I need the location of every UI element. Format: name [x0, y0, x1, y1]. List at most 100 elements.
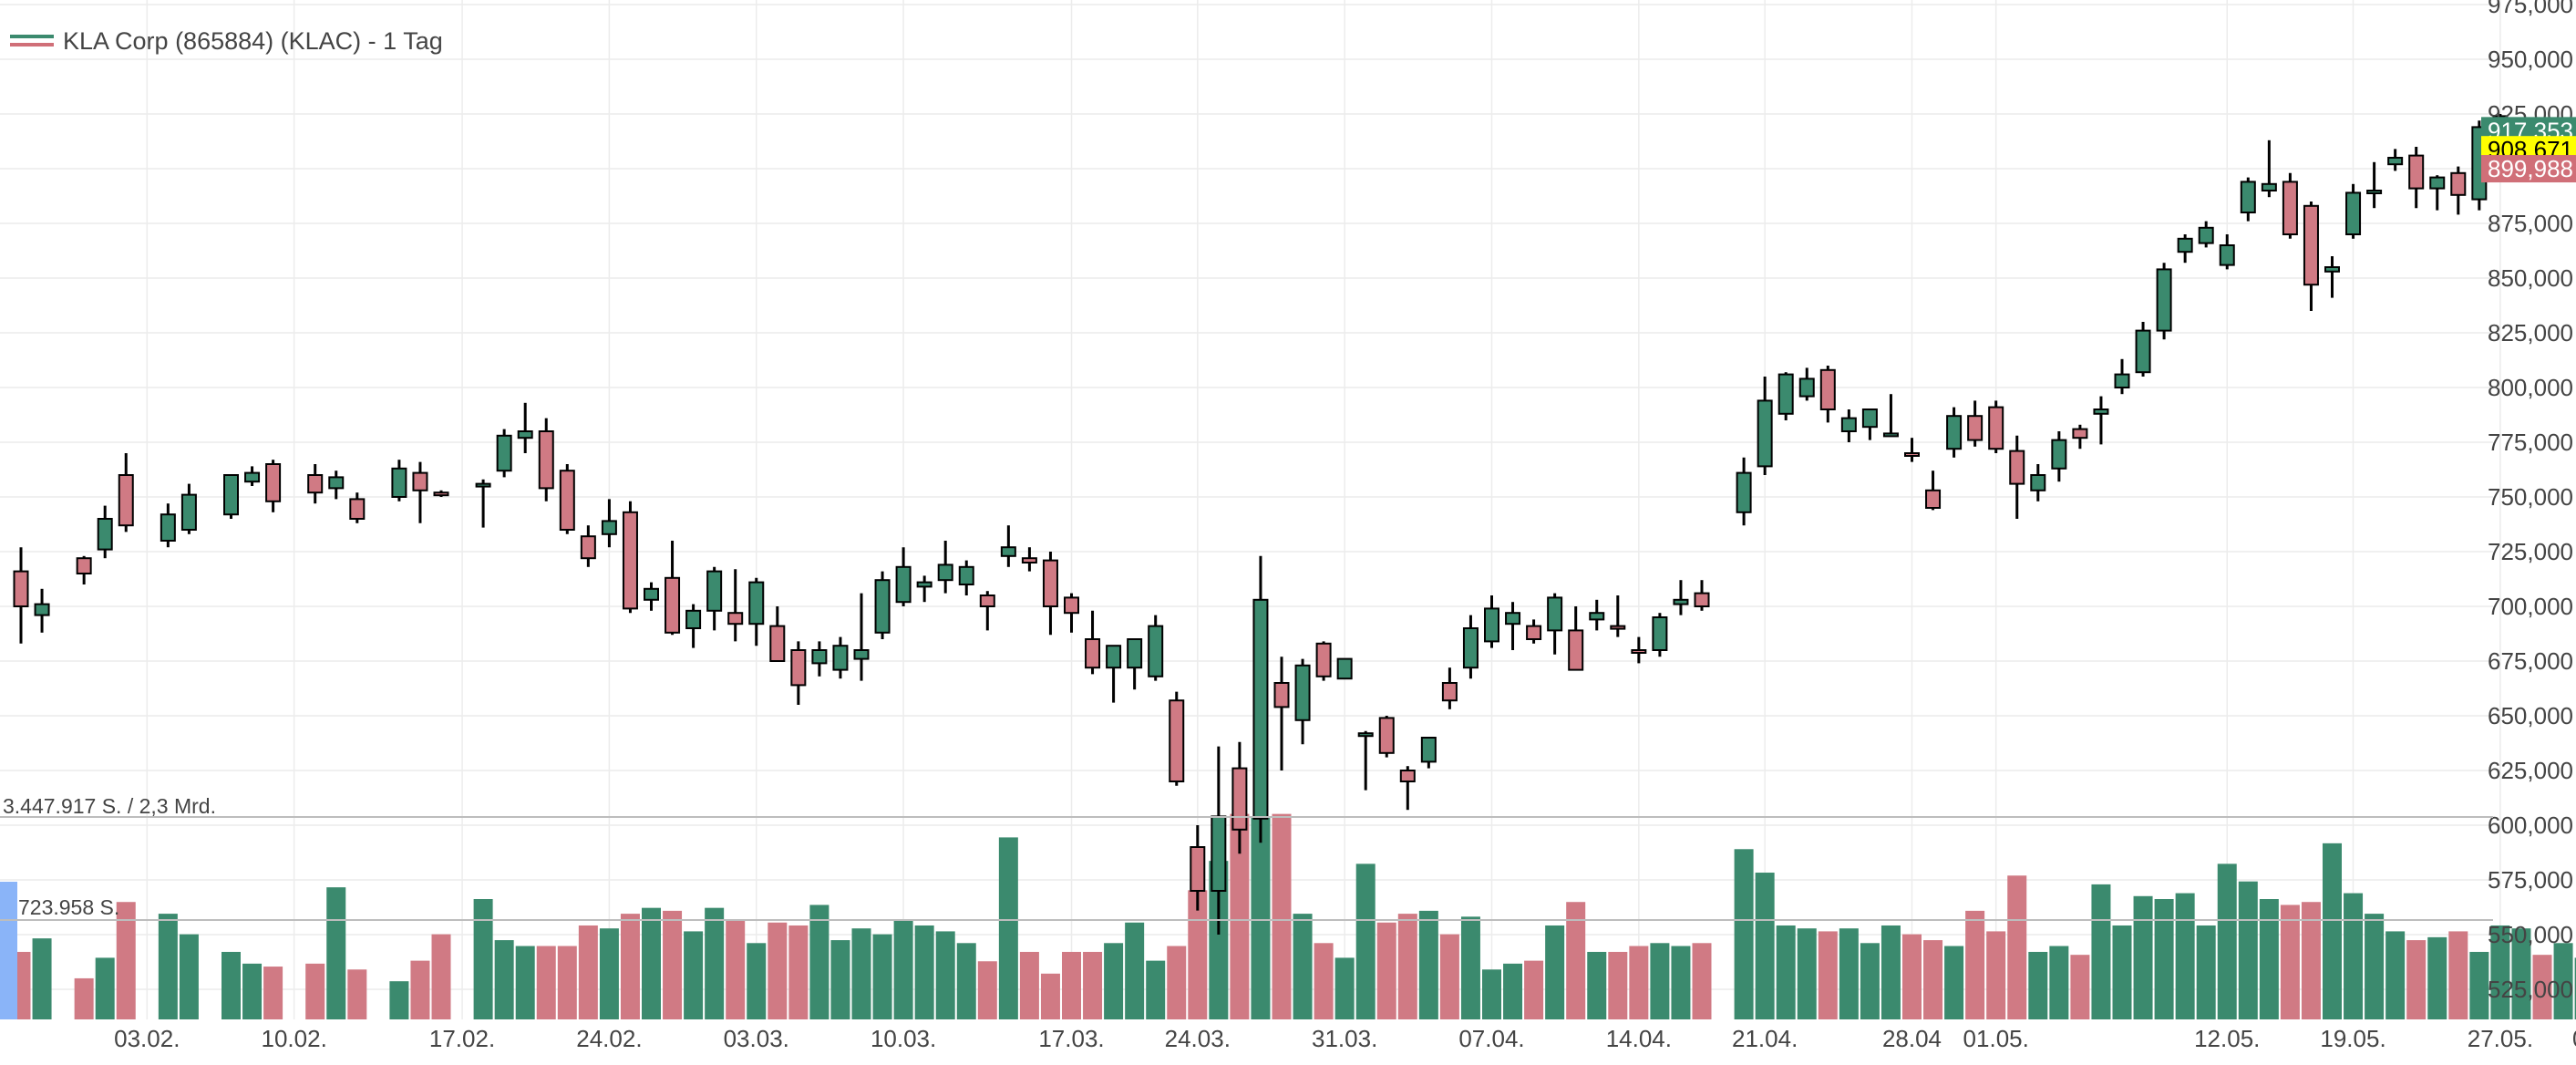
y-tick-label: 950,000	[2488, 46, 2573, 73]
candle-body	[1315, 642, 1332, 677]
candle-body	[644, 587, 659, 601]
candle-body	[727, 612, 744, 626]
candle-body	[748, 581, 765, 626]
x-tick-label: 03.03.	[724, 1025, 789, 1052]
candle-body	[97, 518, 113, 551]
candle-body	[391, 467, 407, 498]
volume-bar	[1272, 813, 1292, 1019]
volume-bar	[1482, 969, 1501, 1019]
candle-body	[1357, 732, 1374, 738]
volume-bar	[2091, 884, 2111, 1019]
volume-bar	[1062, 951, 1081, 1019]
x-axis: 03.02. 10.02. 17.02. 24.02. 03.03. 10.03. 17.0…	[114, 1025, 2576, 1052]
candle-body	[2450, 171, 2467, 196]
volume-bar	[2448, 931, 2468, 1019]
candle-body	[2051, 439, 2067, 470]
volume-bar	[2133, 895, 2153, 1019]
candle-body	[1757, 399, 1773, 468]
x-tick-label: 01.05.	[1963, 1025, 2029, 1052]
candle-body	[1294, 664, 1311, 721]
volume-bar	[2553, 943, 2573, 1019]
candle-body	[517, 430, 533, 439]
candle-body	[665, 576, 681, 634]
y-tick-label: 600,000	[2488, 812, 2573, 839]
y-tick-label: 800,000	[2488, 374, 2573, 401]
candle-body	[706, 570, 723, 612]
volume-bar	[2028, 951, 2048, 1019]
candle-body	[2261, 182, 2277, 192]
price-tag-label: 899,988	[2488, 155, 2573, 182]
candle-body	[1777, 373, 1794, 415]
candle-body	[937, 564, 953, 582]
y-tick-label: 700,000	[2488, 593, 2573, 620]
volume-bar	[663, 910, 683, 1019]
candle-body	[2240, 181, 2256, 213]
candle-body	[559, 470, 575, 532]
x-tick-label: 10.03.	[871, 1025, 936, 1052]
volume-bar	[515, 946, 535, 1019]
candle-body	[223, 474, 239, 516]
candle-body	[265, 463, 282, 502]
candle-body	[1925, 489, 1942, 509]
volume-bar	[1251, 817, 1271, 1019]
candle-body	[601, 520, 617, 535]
volume-bar	[1902, 934, 1922, 1019]
y-tick-label: 650,000	[2488, 702, 2573, 729]
candle-body	[1462, 627, 1479, 669]
candle-body	[1021, 557, 1037, 564]
volume-bar	[1083, 951, 1103, 1019]
volume-bar	[809, 905, 829, 1019]
volume-bar	[1439, 934, 1459, 1019]
candle-body	[496, 434, 512, 472]
candle-body	[180, 493, 197, 531]
volume-bar	[1776, 925, 1796, 1019]
volume-bar	[1692, 943, 1712, 1019]
candle-body	[328, 476, 345, 490]
candle-body	[2198, 226, 2214, 244]
candle-body	[1547, 596, 1563, 632]
candle-body	[1673, 598, 1689, 605]
volume-bar	[2385, 931, 2406, 1019]
candle-body	[2072, 428, 2088, 439]
volume-bar	[2217, 863, 2237, 1019]
volume-bar	[1146, 960, 1166, 1019]
volume-bar	[95, 957, 115, 1019]
volume-bar-current	[0, 882, 17, 1019]
candle-body	[1252, 598, 1269, 820]
candle-body	[1946, 415, 1963, 450]
candle-body	[853, 649, 870, 660]
candle-body	[1378, 717, 1395, 754]
x-tick-label: 10.02.	[262, 1025, 327, 1052]
volume-bar	[410, 960, 430, 1019]
volume-bar	[32, 938, 52, 1019]
volume-bar	[914, 925, 934, 1019]
candle-body	[790, 649, 807, 687]
volume-bar	[74, 977, 94, 1019]
candle-body	[1190, 846, 1206, 892]
volume-bar	[684, 931, 704, 1019]
candle-body	[916, 581, 933, 588]
candle-body	[1336, 657, 1353, 680]
volume-bar	[1040, 973, 1060, 1019]
volume-bar	[2574, 957, 2576, 1019]
volume-bar	[2049, 946, 2069, 1019]
candle-body	[2030, 474, 2046, 491]
legend[interactable]: KLA Corp (865884) (KLAC) - 1 Tag	[10, 27, 443, 55]
candle-body	[769, 625, 786, 662]
volume-bar	[1566, 902, 1586, 1019]
volume-avg-label: 723.958 S.	[18, 895, 119, 919]
candle-body	[1169, 699, 1185, 783]
volume-bar	[1797, 928, 1817, 1019]
volume-bar	[1839, 928, 1859, 1019]
volume-bar	[473, 899, 493, 1019]
candle-body	[538, 430, 554, 490]
volume-bar	[1209, 861, 1229, 1019]
candle-body	[1967, 415, 1984, 441]
x-tick-label: 21.04.	[1732, 1025, 1798, 1052]
candle-body	[1840, 417, 1857, 433]
candle-body	[13, 570, 29, 607]
candle-body	[1819, 368, 1836, 410]
y-tick-label: 975,000	[2488, 0, 2573, 18]
